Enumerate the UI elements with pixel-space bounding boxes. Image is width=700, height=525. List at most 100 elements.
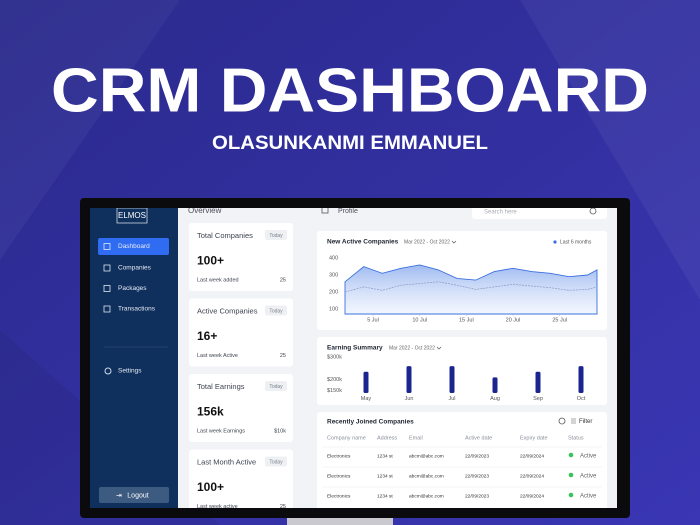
table-cell: 22/09/2024 <box>520 473 544 479</box>
nav-item[interactable]: Companies <box>118 265 152 272</box>
nav-icon <box>103 305 111 313</box>
dropdown-chevron <box>451 240 457 244</box>
stat-title: Total Earnings <box>197 382 245 391</box>
stat-footer-label: Last week Active <box>197 353 238 359</box>
y-tick-label: 300 <box>329 272 338 278</box>
dropdown-chevron <box>436 346 442 350</box>
table-cell: 22/09/2023 <box>465 473 489 479</box>
x-tick-label: 5 Jul <box>367 317 379 323</box>
stat-value: 100+ <box>197 480 224 494</box>
table-cell: abcm@abc.com <box>409 453 444 459</box>
x-tick-label: Oct <box>577 396 586 402</box>
chart-card <box>317 337 607 405</box>
badge <box>265 456 287 467</box>
y-tick-label: $300k <box>327 355 342 361</box>
stat-footer-value: 25 <box>280 504 286 510</box>
table-cell: 22/09/2024 <box>520 453 544 459</box>
area-series <box>344 264 598 315</box>
hero-author: OLASUNKANMI EMMANUEL <box>212 133 488 154</box>
nav-item[interactable]: Transactions <box>118 306 156 313</box>
logout-button[interactable] <box>99 487 169 503</box>
stat-footer-label: Last week active <box>197 504 238 510</box>
table-cell: 22/09/2023 <box>465 493 489 499</box>
status: Active <box>580 474 597 480</box>
stat-footer-value: $10k <box>274 428 286 434</box>
stat-footer-value: 25 <box>280 353 286 359</box>
badge <box>265 230 287 240</box>
x-tick-label: 15 Jul <box>459 317 474 323</box>
y-tick-label: 100 <box>329 306 338 312</box>
x-tick-label: 10 Jul <box>412 317 427 323</box>
status-dot <box>568 492 574 498</box>
x-tick-label: Jun <box>405 396 414 402</box>
logo-box <box>116 208 148 224</box>
stat-title: Last Month Active <box>197 457 256 466</box>
x-tick-label: Sep <box>533 396 543 402</box>
stat-value: 16+ <box>197 329 217 343</box>
table-cell: 1234 st <box>377 493 393 499</box>
nav-item[interactable]: Packages <box>118 285 147 292</box>
stat-value: 100+ <box>197 254 224 268</box>
badge <box>265 381 287 391</box>
chart-title: Earning Summary <box>327 345 383 352</box>
status: Active <box>580 494 597 500</box>
badge-label: Today <box>269 459 283 465</box>
stat-footer-label: Last week Earnings <box>197 428 245 434</box>
table-cell: 22/09/2023 <box>465 453 489 459</box>
badge <box>265 305 287 316</box>
column-header: Address <box>377 435 397 441</box>
filter-button[interactable]: Filter <box>579 419 592 425</box>
bar <box>492 377 498 393</box>
search-icon <box>558 417 566 425</box>
y-tick-label: $200k <box>327 377 342 383</box>
x-tick-label: 25 Jul <box>552 317 567 323</box>
date-range[interactable]: Mar 2022 - Oct 2022 <box>404 239 450 245</box>
screen: ELMOS Dashboard Companies Packages Transact… <box>90 204 617 510</box>
line-series <box>344 281 598 293</box>
search-placeholder[interactable]: Search here <box>484 210 517 216</box>
table-cell: 1234 st <box>377 473 393 479</box>
filter-icon <box>571 418 576 424</box>
logout-icon: ⇥ <box>116 492 122 499</box>
y-tick-label: 400 <box>329 256 338 262</box>
sidebar <box>90 208 178 508</box>
stat-title: Active Companies <box>197 306 258 315</box>
table-cell: Electronics <box>327 453 351 459</box>
legend-swatch <box>553 240 557 244</box>
table-cell: 22/09/2024 <box>520 493 544 499</box>
column-header: Expiry date <box>520 435 548 441</box>
nav-active[interactable] <box>98 238 169 255</box>
status: Active <box>580 454 597 460</box>
logout-label[interactable]: Logout <box>127 492 148 499</box>
x-tick-label: 20 Jul <box>506 317 521 323</box>
y-tick-label: $150k <box>327 388 342 394</box>
bar <box>449 366 455 393</box>
search-icon <box>589 208 597 215</box>
legend-label: Last 6 months <box>560 239 592 245</box>
table-card <box>317 412 607 508</box>
settings-icon <box>104 367 112 375</box>
table-cell: abcm@abc.com <box>409 493 444 499</box>
nav-settings[interactable]: Settings <box>118 368 142 375</box>
badge-label: Today <box>269 308 283 314</box>
table-title: Recently Joined Companies <box>327 419 414 426</box>
hero-title: CRM DASHBOARD <box>51 56 649 125</box>
status-dot <box>568 452 574 458</box>
badge-label: Today <box>269 384 283 390</box>
nav-item[interactable]: Dashboard <box>118 243 150 250</box>
column-header: Status <box>568 435 584 441</box>
x-tick-label: Jul <box>448 396 455 402</box>
bg-shape <box>0 0 180 260</box>
stat-footer-value: 25 <box>280 277 286 283</box>
profile-link[interactable]: Profile <box>338 208 358 215</box>
nav-icon <box>103 285 111 292</box>
table-cell: Electronics <box>327 473 351 479</box>
date-range[interactable]: Mar 2022 - Oct 2022 <box>389 345 435 351</box>
bar <box>406 366 412 393</box>
stat-footer-label: Last week added <box>197 277 239 283</box>
bar <box>363 371 369 393</box>
stat-value: 156k <box>197 405 224 419</box>
search-box[interactable] <box>472 204 607 219</box>
bar <box>535 371 541 393</box>
